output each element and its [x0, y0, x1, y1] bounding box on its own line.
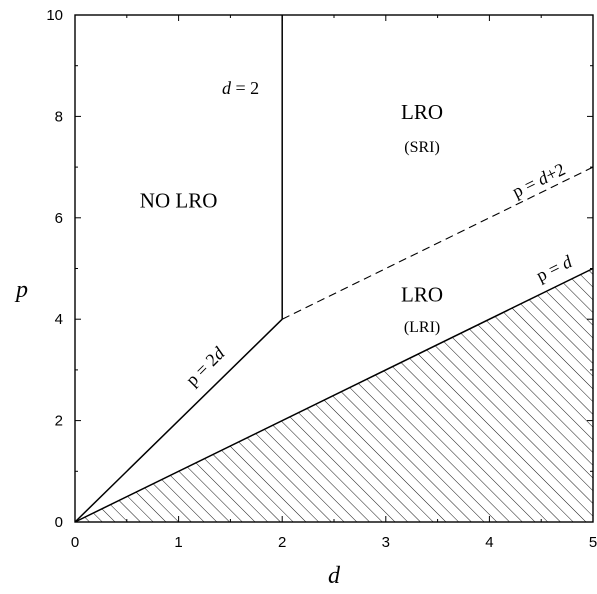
line-p-equals-d-plus-2 — [281, 166, 594, 320]
y-tick-label: 4 — [55, 311, 63, 328]
x-axis-title: d — [328, 563, 341, 589]
region-sub-lri: (LRI) — [404, 319, 440, 336]
x-tick-label: 5 — [589, 534, 597, 551]
y-tick-label: 10 — [46, 7, 63, 24]
axes: 0 1 2 3 4 5 0 2 4 6 8 10 d p — [14, 7, 597, 589]
line-p-equals-2d — [74, 318, 283, 523]
line-p-equals-d — [74, 267, 594, 523]
x-tick-label: 0 — [71, 534, 79, 551]
x-tick-label: 1 — [174, 534, 182, 551]
label-d-equals-2-rest: = 2 — [231, 78, 259, 98]
label-d-equals-2-var: d — [222, 78, 232, 98]
y-tick-label: 2 — [55, 413, 63, 430]
x-tick-label: 2 — [278, 534, 286, 551]
annotations: NO LRO LRO (SRI) LRO (LRI) d = 2 p = 2d p = d+2… — [140, 78, 576, 390]
x-tick-label: 3 — [382, 534, 390, 551]
plot-area — [74, 15, 594, 523]
region-label-lro-sri: LRO — [401, 100, 443, 124]
label-p-equals-d-plus-2: p = d+2 — [509, 159, 568, 202]
y-tick-label: 8 — [55, 108, 63, 125]
region-label-lro-lri: LRO — [401, 282, 443, 306]
region-label-no-lro: NO LRO — [140, 189, 218, 213]
label-d-equals-2: d = 2 — [222, 78, 259, 98]
region-sub-sri: (SRI) — [404, 139, 440, 156]
y-axis-title: p — [14, 277, 28, 303]
label-p-equals-2d: p = 2d — [182, 342, 229, 389]
y-tick-label: 6 — [55, 210, 63, 227]
x-tick-label: 4 — [485, 534, 493, 551]
y-tick-label: 0 — [55, 514, 63, 531]
